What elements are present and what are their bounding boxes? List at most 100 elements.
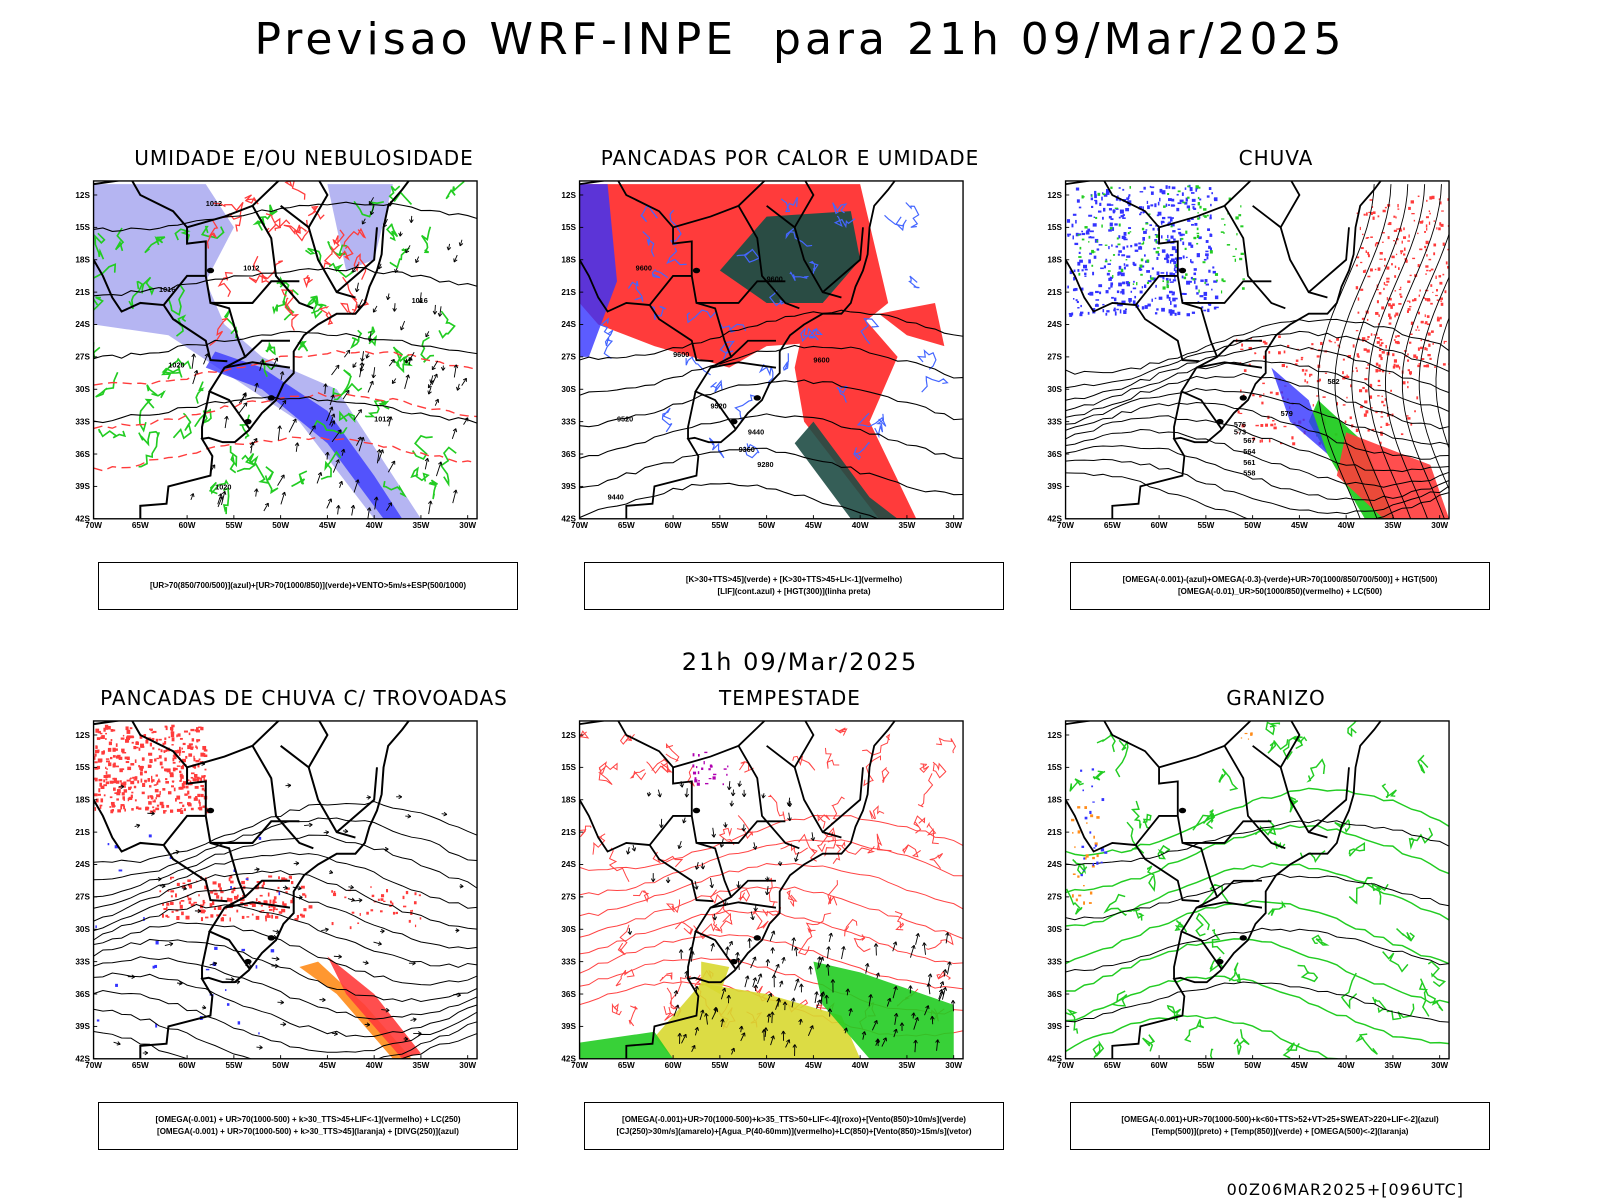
- lon-tick-label: 35W: [1384, 1061, 1401, 1070]
- lon-tick-label: 60W: [665, 1061, 682, 1070]
- lon-tick-label: 50W: [1244, 521, 1261, 530]
- svg-text:1016: 1016: [159, 285, 175, 294]
- svg-text:561: 561: [1243, 458, 1255, 467]
- svg-text:582: 582: [1327, 377, 1339, 386]
- lon-tick-label: 65W: [618, 521, 635, 530]
- lat-tick-label: 30S: [1047, 385, 1062, 394]
- svg-text:9360: 9360: [739, 445, 755, 454]
- lat-tick-label: 33S: [561, 957, 576, 966]
- map-plot: 9600960095209520944093609280960096009440…: [561, 180, 964, 530]
- svg-text:9280: 9280: [757, 460, 773, 469]
- lon-tick-label: 60W: [1151, 521, 1168, 530]
- lat-tick-label: 24S: [1047, 320, 1062, 329]
- lon-tick-label: 65W: [1104, 521, 1121, 530]
- lat-tick-label: 24S: [75, 320, 90, 329]
- lon-tick-label: 70W: [1057, 521, 1074, 530]
- lon-tick-label: 60W: [179, 521, 196, 530]
- panel-legend: [K>30+TTS>45](verde) + [K>30+TTS>45+LI<-…: [584, 562, 1004, 610]
- mid-timestamp: 21h 09/Mar/2025: [681, 648, 919, 676]
- lon-tick-label: 60W: [665, 521, 682, 530]
- lon-tick-label: 45W: [805, 521, 822, 530]
- panel-tempestade: TEMPESTADE 12S 15S 18S 21S 24S 27S 30S 33S 36S 39S…: [561, 686, 1070, 1176]
- svg-text:1020: 1020: [168, 361, 184, 370]
- lat-tick-label: 33S: [1047, 417, 1062, 426]
- lat-tick-label: 39S: [561, 482, 576, 491]
- svg-text:1012: 1012: [243, 264, 259, 273]
- lon-tick-label: 35W: [412, 1061, 429, 1070]
- svg-text:9520: 9520: [617, 415, 633, 424]
- svg-text:1012: 1012: [374, 415, 390, 424]
- lat-tick-label: 21S: [1047, 828, 1062, 837]
- lon-tick-label: 55W: [1197, 1061, 1214, 1070]
- svg-text:9440: 9440: [608, 492, 624, 501]
- lon-tick-label: 55W: [225, 1061, 242, 1070]
- lon-tick-label: 40W: [852, 521, 869, 530]
- lat-tick-label: 12S: [75, 191, 90, 200]
- lat-tick-label: 39S: [75, 1022, 90, 1031]
- lon-tick-label: 50W: [758, 521, 775, 530]
- panel-title: UMIDADE E/OU NEBULOSIDADE: [134, 146, 474, 170]
- lon-tick-label: 40W: [852, 1061, 869, 1070]
- lat-tick-label: 15S: [1047, 763, 1062, 772]
- lon-tick-label: 30W: [1431, 1061, 1448, 1070]
- lon-tick-label: 60W: [1151, 1061, 1168, 1070]
- lat-tick-label: 39S: [75, 482, 90, 491]
- lat-tick-label: 12S: [1047, 191, 1062, 200]
- lat-tick-label: 33S: [75, 417, 90, 426]
- lon-tick-label: 55W: [711, 1061, 728, 1070]
- lon-tick-label: 45W: [1291, 521, 1308, 530]
- lat-tick-label: 18S: [1047, 255, 1062, 264]
- lon-tick-label: 70W: [571, 521, 588, 530]
- lat-tick-label: 27S: [561, 353, 576, 362]
- lat-tick-label: 24S: [75, 860, 90, 869]
- legend-line: [OMEGA(-0.01)_UR>50(1000/850)(vermelho) …: [1177, 587, 1383, 596]
- legend-line: [OMEGA(-0.001) + UR>70(1000-500) + k>30_…: [157, 1127, 459, 1136]
- lat-tick-label: 36S: [75, 450, 90, 459]
- lat-tick-label: 30S: [1047, 925, 1062, 934]
- lon-tick-label: 50W: [1244, 1061, 1261, 1070]
- lat-tick-label: 12S: [561, 731, 576, 740]
- panel-legend: [UR>70(850/700/500)](azul)+[UR>70(1000/8…: [98, 562, 518, 610]
- lat-tick-label: 33S: [1047, 957, 1062, 966]
- lon-tick-label: 50W: [758, 1061, 775, 1070]
- panel-trovoadas: PANCADAS DE CHUVA C/ TROVOADAS 12S 15S 18S 2…: [75, 686, 584, 1176]
- lon-tick-label: 65W: [132, 521, 149, 530]
- panel-title: CHUVA: [1238, 146, 1314, 170]
- lat-tick-label: 15S: [75, 763, 90, 772]
- panel-title: PANCADAS POR CALOR E UMIDADE: [600, 146, 980, 170]
- lat-tick-label: 36S: [1047, 990, 1062, 999]
- lat-tick-label: 42S: [1047, 515, 1062, 524]
- lat-tick-label: 30S: [75, 385, 90, 394]
- lat-tick-label: 39S: [561, 1022, 576, 1031]
- panel-legend: [OMEGA(-0.001)+UR>70(1000-500)+k<60+TTS>…: [1070, 1102, 1490, 1150]
- lon-tick-label: 30W: [945, 521, 962, 530]
- lon-tick-label: 40W: [366, 521, 383, 530]
- lat-tick-label: 39S: [1047, 482, 1062, 491]
- legend-line: [OMEGA(-0.001)+UR>70(1000-500)+k>35_TTS>…: [622, 1115, 966, 1124]
- run-stamp: 00Z06MAR2025+[096UTC]: [1226, 1180, 1464, 1199]
- lat-tick-label: 42S: [561, 1055, 576, 1064]
- lat-tick-label: 36S: [561, 990, 576, 999]
- svg-text:579: 579: [1281, 409, 1293, 418]
- panel-granizo: GRANIZO 12S 15S 18S 21S 24S 27S 30S 33S 36S 39S 42S…: [1047, 686, 1556, 1176]
- panel-title: TEMPESTADE: [719, 686, 861, 710]
- lon-tick-label: 30W: [1431, 521, 1448, 530]
- svg-text:576: 576: [1234, 420, 1246, 429]
- lat-tick-label: 39S: [1047, 1022, 1062, 1031]
- legend-line: [OMEGA(-0.001)-(azul)+OMEGA(-0.3)-(verde…: [1122, 575, 1438, 584]
- lat-tick-label: 24S: [561, 860, 576, 869]
- lon-tick-label: 35W: [898, 521, 915, 530]
- lat-tick-label: 15S: [561, 763, 576, 772]
- lon-tick-label: 45W: [805, 1061, 822, 1070]
- lat-tick-label: 15S: [561, 223, 576, 232]
- legend-line: [Temp(500)](preto) + [Temp(850)](verde) …: [1151, 1127, 1409, 1136]
- panel-umidade: UMIDADE E/OU NEBULOSIDADE 1012 1012 1016 102…: [75, 146, 584, 636]
- lon-tick-label: 60W: [179, 1061, 196, 1070]
- legend-line: [OMEGA(-0.001)+UR>70(1000-500)+k<60+TTS>…: [1121, 1115, 1439, 1124]
- lon-tick-label: 50W: [272, 521, 289, 530]
- lon-tick-label: 40W: [1338, 521, 1355, 530]
- lat-tick-label: 42S: [75, 1055, 90, 1064]
- lat-tick-label: 36S: [75, 990, 90, 999]
